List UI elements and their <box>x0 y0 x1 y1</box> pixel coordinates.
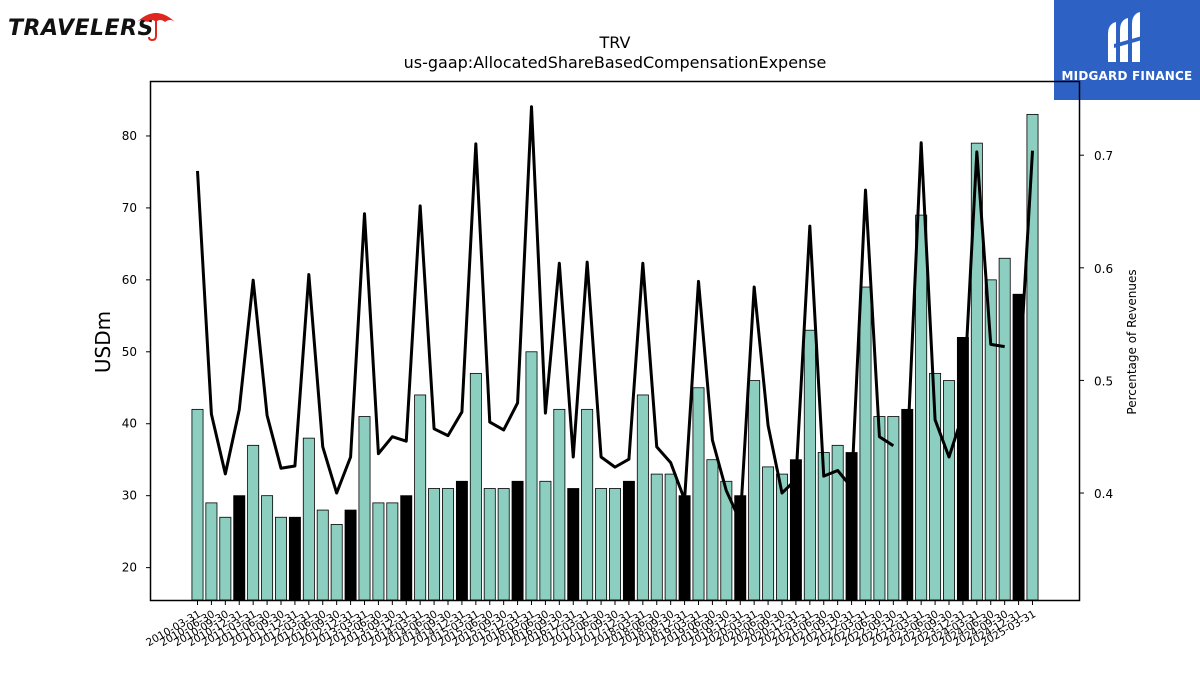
bar <box>636 394 649 601</box>
bar <box>191 408 204 601</box>
bar <box>873 416 886 601</box>
bar <box>428 488 441 601</box>
y-tick-label: 80 <box>122 129 137 143</box>
y-tick-label: 20 <box>122 561 137 575</box>
umbrella-icon <box>137 13 175 42</box>
bar <box>581 408 594 601</box>
bar <box>859 286 872 601</box>
y-tick-label: 70 <box>122 201 137 215</box>
bar <box>650 473 663 601</box>
y-tick-label: 50 <box>122 345 137 359</box>
bar <box>302 437 315 601</box>
y2-axis-label: Percentage of Revenues <box>1125 269 1139 414</box>
revenue-percentage-line <box>196 105 895 523</box>
midgard-logo-icon <box>1108 12 1142 62</box>
revenue-percentage-line <box>1017 150 1034 392</box>
bar <box>567 488 580 601</box>
bar <box>803 329 816 601</box>
y2-tick-label: 0.7 <box>1094 149 1113 163</box>
bar <box>553 408 566 601</box>
y-axis-label: USDm <box>91 311 115 373</box>
line-series <box>196 105 1034 523</box>
travelers-logo: TRAVELERS <box>8 8 178 48</box>
bar <box>511 480 524 601</box>
bar <box>316 509 329 601</box>
y2-tick-label: 0.5 <box>1094 374 1113 388</box>
bar <box>344 509 357 601</box>
revenue-percentage-line <box>905 141 1005 459</box>
bar <box>609 488 621 601</box>
chart-title: TRV <box>599 33 631 52</box>
bar <box>998 257 1011 601</box>
y2-tick-label: 0.4 <box>1094 487 1113 501</box>
bar <box>762 466 775 601</box>
bar <box>1026 113 1039 601</box>
bar <box>372 502 385 601</box>
bar <box>288 516 301 601</box>
midgard-finance-label: MIDGARD FINANCE <box>1061 69 1193 83</box>
bar <box>943 380 955 601</box>
y-tick-label: 60 <box>122 273 137 287</box>
bar <box>247 444 260 601</box>
bar <box>622 480 635 601</box>
bar <box>330 524 343 601</box>
y-axis-right: 0.4 0.5 0.6 0.7 <box>1079 149 1113 501</box>
bar <box>706 459 719 601</box>
bar <box>442 488 454 601</box>
bar <box>748 380 761 601</box>
bar <box>455 480 468 601</box>
midgard-finance-badge: MIDGARD FINANCE <box>1054 0 1200 100</box>
y-tick-label: 40 <box>122 417 137 431</box>
bar <box>469 372 482 601</box>
bar <box>205 502 218 601</box>
bar <box>915 214 928 601</box>
bar <box>692 387 705 601</box>
bar <box>414 394 427 601</box>
bar <box>261 495 274 601</box>
bar <box>664 473 677 601</box>
bar <box>386 502 399 601</box>
bar <box>233 495 246 601</box>
bar <box>275 516 287 601</box>
bar <box>358 416 371 601</box>
bar-series <box>191 113 1039 601</box>
chart-subtitle: us-gaap:AllocatedShareBasedCompensationE… <box>404 53 827 72</box>
bar <box>497 488 510 601</box>
bar <box>678 495 691 601</box>
bar <box>219 516 232 601</box>
travelers-logo-text: TRAVELERS <box>8 16 154 41</box>
bar <box>539 480 552 601</box>
bar <box>831 444 844 601</box>
bar <box>956 336 969 601</box>
y-axis-left: 20 30 40 50 60 70 80 <box>122 129 151 575</box>
x-axis: 2010-03-312010-06-302010-09-302010-12-31… <box>144 600 1038 649</box>
bar <box>483 488 496 601</box>
bar <box>400 495 413 601</box>
y2-tick-label: 0.6 <box>1094 262 1113 276</box>
bar <box>595 488 608 601</box>
y-tick-label: 30 <box>122 489 137 503</box>
bar <box>525 351 538 601</box>
